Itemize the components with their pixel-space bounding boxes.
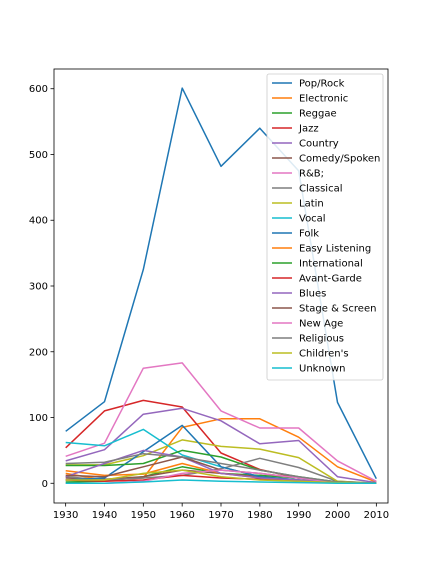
x-tick-label-2: 1950 (131, 510, 156, 521)
plot-lines (65, 87, 377, 485)
x-tick-label-1: 1940 (92, 510, 117, 521)
y-axis: 0 100 200 300 400 500 600 (29, 84, 54, 490)
x-tick-label-5: 1980 (247, 510, 272, 521)
legend-label-17: Religious (299, 334, 344, 345)
y-tick-label-1: 100 (29, 413, 48, 424)
y-tick-label-2: 200 (29, 347, 48, 358)
legend-label-3: Jazz (298, 124, 319, 135)
legend-label-13: Avant-Garde (299, 274, 362, 285)
y-tick-label-5: 500 (29, 150, 48, 161)
legend: Pop/Rock Electronic Reggae Jazz Country Comed… (266, 73, 384, 381)
legend-label-0: Pop/Rock (299, 79, 345, 90)
series-line-6 (65, 362, 377, 482)
legend-label-12: International (299, 259, 363, 270)
x-axis: 1930 1940 1950 1960 1970 1980 1990 2000 2010 (53, 503, 389, 521)
x-tick-label-3: 1960 (169, 510, 194, 521)
x-tick-label-7: 2000 (325, 510, 350, 521)
series-line-7 (65, 457, 377, 485)
y-tick-label-3: 300 (29, 282, 48, 293)
legend-label-18: Children's (299, 349, 349, 360)
x-tick-label-8: 2010 (364, 510, 389, 521)
series-line-17 (65, 452, 377, 485)
x-tick-label-6: 1990 (286, 510, 311, 521)
legend-label-2: Reggae (299, 109, 337, 120)
y-tick-label-0: 0 (42, 479, 48, 490)
legend-box (266, 73, 384, 381)
series-line-4 (65, 407, 377, 484)
legend-label-8: Latin (299, 199, 324, 210)
legend-label-7: Classical (299, 184, 343, 195)
legend-label-15: Stage & Screen (299, 304, 376, 315)
legend-label-16: New Age (299, 319, 343, 330)
legend-label-10: Folk (299, 229, 319, 240)
legend-label-5: Comedy/Spoken (299, 154, 380, 165)
series-line-18 (65, 469, 377, 485)
series-line-19 (65, 479, 377, 485)
y-tick-label-4: 400 (29, 216, 48, 227)
series-line-8 (65, 439, 377, 485)
x-tick-label-0: 1930 (53, 510, 78, 521)
legend-label-11: Easy Listening (299, 244, 371, 255)
y-tick-label-6: 600 (29, 84, 48, 95)
legend-label-14: Blues (299, 289, 326, 300)
legend-label-4: Country (299, 139, 339, 150)
legend-label-9: Vocal (299, 214, 326, 225)
legend-label-1: Electronic (299, 94, 348, 105)
legend-label-19: Unknown (299, 364, 345, 375)
x-tick-label-4: 1970 (208, 510, 233, 521)
legend-label-6: R&B; (299, 169, 324, 180)
